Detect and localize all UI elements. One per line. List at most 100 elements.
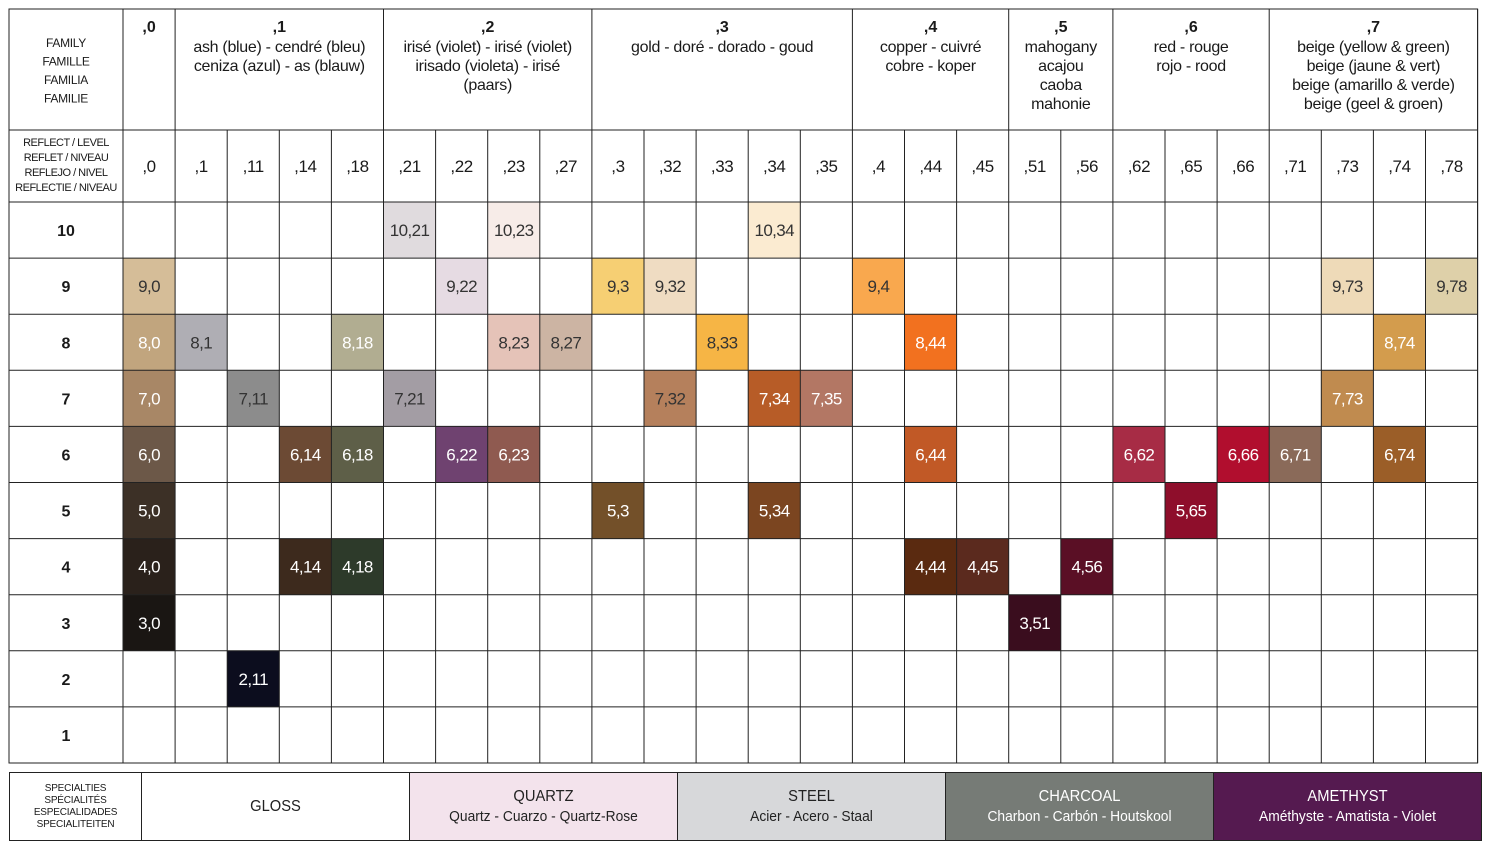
- shade-swatch: [435, 426, 488, 483]
- reflect-label: ,22: [450, 157, 472, 176]
- specialties-label: SPECIALTIES SPÉCIALITÉS ESPECIALIDADES S…: [9, 772, 142, 841]
- family-description: rojo - rood: [1156, 58, 1226, 75]
- shade-label: 6,0: [138, 445, 160, 464]
- shade-label: 7,73: [1332, 389, 1363, 408]
- specialties-label-es: ESPECIALIDADES: [33, 806, 118, 818]
- shade-label: 9,0: [138, 277, 160, 296]
- shade-label: 9,73: [1332, 277, 1363, 296]
- shade-swatch: [748, 370, 801, 427]
- family-header-label: FAMILY: [46, 36, 86, 50]
- shade-swatch: [748, 482, 801, 539]
- specialties-label-fr: SPÉCIALITÉS: [44, 794, 107, 806]
- shade-label: 7,32: [655, 389, 686, 408]
- shade-label: 3,51: [1019, 614, 1050, 633]
- family-header-label: FAMILIA: [44, 73, 88, 87]
- shade-swatch: [279, 426, 332, 483]
- level-label: 6: [62, 447, 71, 464]
- shade-swatch: [383, 370, 436, 427]
- shade-label: 9,32: [655, 277, 686, 296]
- specialty-steel: STEEL Acier - Acero - Staal: [677, 772, 946, 841]
- shade-swatch: [904, 426, 957, 483]
- family-description: beige (yellow & green): [1297, 39, 1450, 56]
- specialty-quartz-sub: Quartz - Cuarzo - Quartz-Rose: [449, 807, 638, 825]
- specialties-row: SPECIALTIES SPÉCIALITÉS ESPECIALIDADES S…: [9, 772, 1482, 841]
- reflect-label: ,14: [294, 157, 316, 176]
- family-description: (paars): [463, 77, 512, 94]
- shade-swatch: [748, 202, 801, 259]
- shade-swatch: [904, 314, 957, 371]
- family-description: ceniza (azul) - as (blauw): [194, 58, 365, 75]
- shade-label: 8,23: [498, 333, 529, 352]
- family-description: mahogany: [1025, 39, 1098, 56]
- shade-label: 3,0: [138, 614, 160, 633]
- reflect-label: ,23: [503, 157, 525, 176]
- shade-swatch: [591, 258, 644, 315]
- shade-label: 7,34: [759, 389, 790, 408]
- shade-swatch: [1269, 426, 1322, 483]
- specialty-amethyst-sub: Améthyste - Amatista - Violet: [1259, 807, 1436, 825]
- family-code: ,2: [481, 19, 494, 36]
- shade-label: 10,34: [754, 221, 794, 240]
- reflect-level-header-label: REFLECT / LEVEL: [23, 137, 109, 149]
- shade-label: 9,3: [607, 277, 629, 296]
- shade-label: 4,56: [1072, 558, 1103, 577]
- shade-swatch: [1112, 426, 1165, 483]
- specialty-gloss-name: GLOSS: [250, 797, 301, 815]
- specialty-quartz: QUARTZ Quartz - Cuarzo - Quartz-Rose: [409, 772, 678, 841]
- shade-label: 8,0: [138, 333, 160, 352]
- shade-label: 6,44: [915, 445, 946, 464]
- shade-swatch: [800, 370, 853, 427]
- shade-swatch: [123, 314, 176, 371]
- specialty-quartz-name: QUARTZ: [513, 787, 574, 805]
- shade-swatch: [227, 370, 280, 427]
- shade-label: 4,45: [967, 558, 998, 577]
- level-label: 1: [62, 728, 71, 745]
- family-description: copper - cuivré: [880, 39, 982, 56]
- shade-label: 6,18: [342, 445, 373, 464]
- shade-swatch: [487, 426, 540, 483]
- reflect-level-header-label: REFLECTIE / NIVEAU: [15, 182, 117, 194]
- shade-swatch: [1425, 258, 1478, 315]
- shade-swatch: [904, 538, 957, 595]
- shade-swatch: [1373, 314, 1426, 371]
- family-code: ,3: [715, 19, 728, 36]
- family-code: ,4: [924, 19, 937, 36]
- specialty-charcoal-sub: Charbon - Carbón - Houtskool: [987, 807, 1172, 825]
- specialty-charcoal: CHARCOAL Charbon - Carbón - Houtskool: [945, 772, 1214, 841]
- family-code: ,6: [1184, 19, 1197, 36]
- family-description: irisé (violet) - irisé (violet): [403, 39, 572, 56]
- shade-swatch: [1217, 426, 1270, 483]
- shade-swatch: [123, 594, 176, 651]
- shade-swatch: [331, 314, 384, 371]
- shade-swatch: [123, 258, 176, 315]
- level-label: 3: [62, 616, 71, 633]
- shade-label: 5,3: [607, 502, 629, 521]
- shade-label: 6,14: [290, 445, 321, 464]
- specialties-label-nl: SPECIALITEITEN: [36, 818, 115, 830]
- shade-label: 8,27: [551, 333, 582, 352]
- family-description: acajou: [1038, 58, 1083, 75]
- shade-label: 4,14: [290, 558, 321, 577]
- specialty-steel-sub: Acier - Acero - Staal: [750, 807, 873, 825]
- family-description: ash (blue) - cendré (bleu): [193, 39, 365, 56]
- family-description: mahonie: [1031, 96, 1091, 113]
- shade-label: 7,21: [394, 389, 425, 408]
- specialty-amethyst: AMETHYST Améthyste - Amatista - Violet: [1213, 772, 1482, 841]
- family-header-label: FAMILLE: [42, 55, 90, 69]
- specialty-gloss: GLOSS: [141, 772, 410, 841]
- shade-swatch: [123, 482, 176, 539]
- chart-text: 10,21 10,23 10,349,0 9,22 9,3 9,32 9,4 9,73 9,78…: [15, 19, 1467, 745]
- shade-label: 8,74: [1384, 333, 1415, 352]
- reflect-label: ,65: [1180, 157, 1202, 176]
- shade-label: 4,0: [138, 558, 160, 577]
- shade-label: 6,23: [498, 445, 529, 464]
- shade-label: 10,21: [390, 221, 430, 240]
- shade-label: 2,11: [239, 670, 269, 689]
- family-description: beige (geel & groen): [1304, 96, 1443, 113]
- family-description: irisado (violeta) - irisé: [415, 58, 560, 75]
- shade-swatch: [383, 202, 436, 259]
- shade-swatch: [487, 202, 540, 259]
- specialty-charcoal-name: CHARCOAL: [1038, 787, 1121, 805]
- shade-label: 8,1: [190, 333, 212, 352]
- shade-swatch: [1321, 258, 1374, 315]
